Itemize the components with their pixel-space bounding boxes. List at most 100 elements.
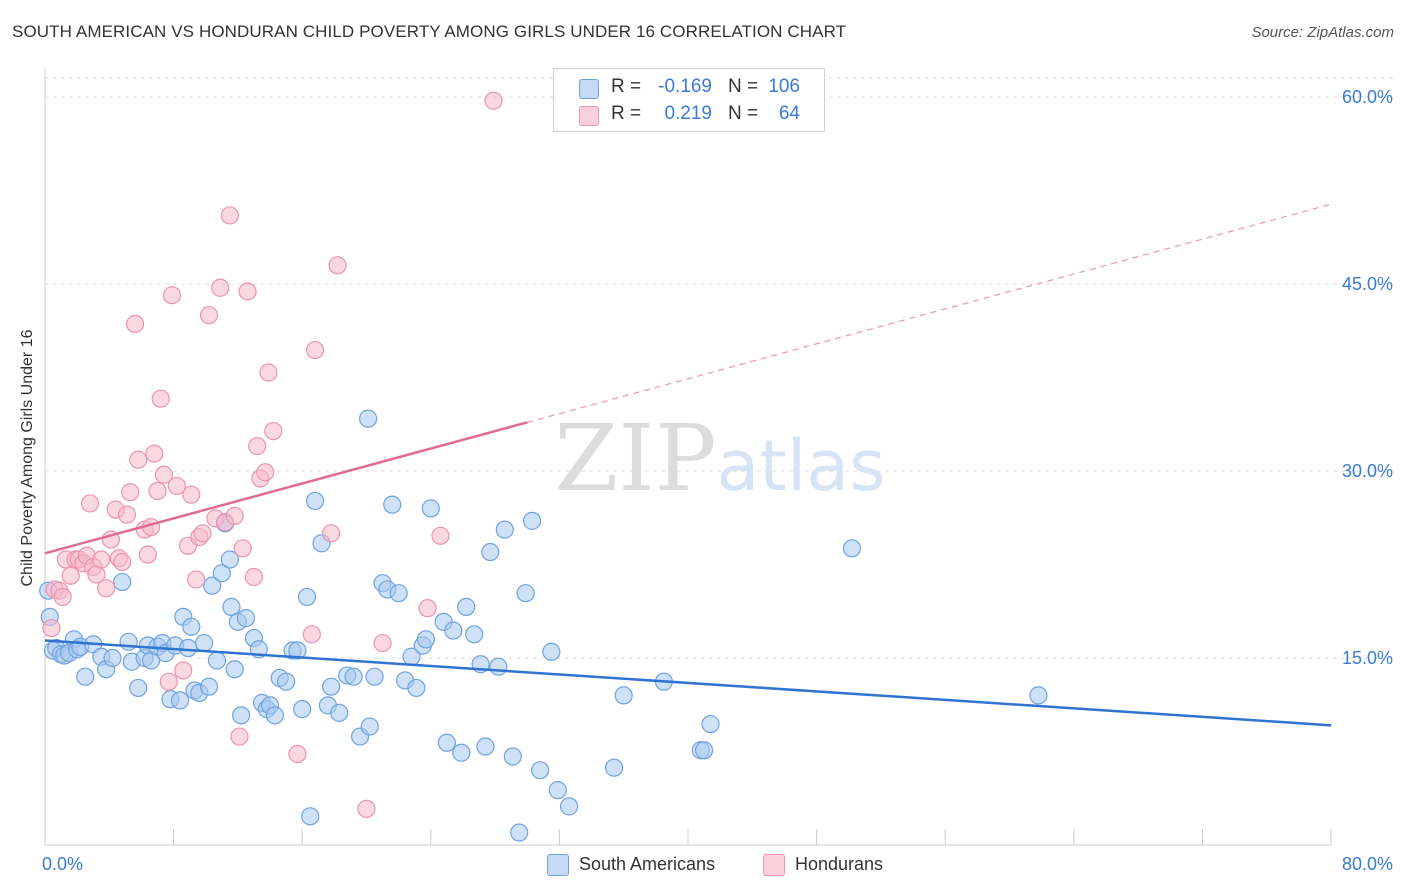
data-point [542,642,561,661]
data-point [389,584,408,603]
data-point [288,744,307,764]
data-point [113,572,132,592]
data-point [531,761,550,780]
data-point [182,485,201,504]
data-point [476,737,495,756]
stats-swatch-south-americans [579,79,599,99]
data-point [495,520,514,539]
data-point [232,706,251,725]
y-tick-label: 60.0% [1342,87,1393,107]
data-point [277,672,296,691]
trend-lines [44,203,1332,727]
data-point [236,609,256,628]
data-point [264,422,283,441]
data-point [193,524,212,543]
chart-source: Source: ZipAtlas.com [1251,24,1394,41]
data-point [148,481,167,501]
data-point [119,632,138,651]
data-point [407,678,426,698]
data-point [211,278,230,297]
data-point [373,633,392,653]
data-point [178,638,198,658]
data-point [344,667,363,686]
legend-label: South Americans [579,854,716,874]
data-point [80,494,100,513]
data-point [365,667,384,686]
stats-n-label: N = [728,76,759,97]
stats-n-label: N = [728,103,759,124]
data-point [293,700,312,719]
data-point [322,677,341,696]
data-point [431,526,450,545]
data-point [103,648,122,668]
data-point [162,286,182,305]
data-point [302,625,321,644]
data-point [842,539,862,558]
data-point [259,363,278,382]
data-point [238,282,257,301]
legend-swatch-south-americans [547,854,569,876]
data-point [76,667,95,686]
data-point [203,576,222,595]
data-point [503,747,522,766]
legend-swatch-hondurans [763,854,785,876]
data-point [96,579,116,598]
data-point [129,678,148,698]
data-point [170,691,190,710]
stats-swatch-hondurans [579,106,599,126]
data-point [322,524,341,543]
data-point [510,823,529,842]
trend-line-south-americans [44,639,1332,727]
data-point [305,491,325,511]
data-point [248,436,267,456]
data-point [233,539,252,558]
tick-labels: 15.0% 30.0% 45.0% 60.0% 0.0% 80.0% [42,87,1393,874]
data-point [129,450,148,469]
y-tick-label: 45.0% [1342,274,1393,294]
data-point [195,633,214,653]
data-point [1029,686,1048,705]
y-tick-label: 30.0% [1342,461,1393,481]
data-point [207,651,227,670]
data-point [182,617,201,636]
data-point [548,781,567,800]
data-point [42,618,61,638]
data-point [113,552,132,572]
data-point [457,597,476,616]
data-point [138,545,157,564]
data-point [92,550,111,569]
data-point [604,758,624,777]
data-point [187,570,206,589]
watermark-zip: ZIP [554,405,716,512]
data-point [301,807,320,826]
legend: South Americans Hondurans [0,852,1406,878]
data-point [452,743,471,762]
data-point [383,495,402,514]
data-point [159,672,178,691]
watermark-atlas: atlas [717,425,886,507]
data-point [328,256,347,275]
stats-n-value: 64 [778,103,800,124]
stats-row-south-americans: R = -0.169 N = 106 [554,73,824,101]
stats-r-value: 0.219 [664,103,712,124]
y-tick-label: 15.0% [1342,648,1393,668]
data-point [230,727,249,746]
data-point [145,444,164,463]
stats-n-value: 106 [768,76,800,97]
data-point [222,597,241,616]
x-tick-label: 80.0% [1342,854,1393,874]
data-point [199,306,219,325]
data-point [61,566,80,585]
data-point [516,584,535,603]
data-point [265,706,284,725]
data-point [212,564,231,583]
chart-title: SOUTH AMERICAN VS HONDURAN CHILD POVERTY… [12,22,847,41]
data-point [121,483,140,502]
data-point [421,499,440,518]
data-point [444,621,463,640]
stats-r-value: -0.169 [658,76,712,97]
data-point [220,206,239,225]
x-tick-label: 0.0% [42,854,83,874]
data-point [167,476,186,496]
data-point [305,340,325,360]
